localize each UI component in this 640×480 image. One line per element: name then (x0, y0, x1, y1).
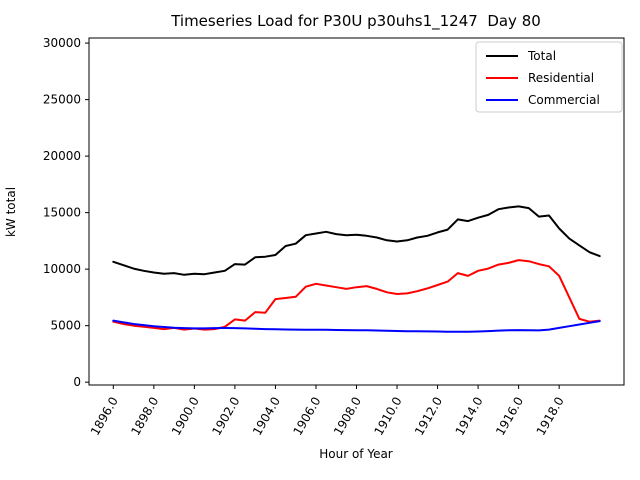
y-tick-label: 30000 (43, 36, 81, 50)
x-tick-label: 1904.0 (250, 395, 283, 438)
x-tick-label: 1908.0 (331, 395, 364, 438)
legend-label-commercial: Commercial (528, 93, 600, 107)
x-axis-label: Hour of Year (319, 447, 393, 461)
x-tick-label: 1918.0 (534, 395, 567, 438)
y-tick-label: 0 (73, 375, 81, 389)
x-tick-label: 1906.0 (290, 395, 323, 438)
series-line-commercial (112, 319, 601, 333)
x-tick-label: 1898.0 (128, 395, 161, 438)
legend (475, 41, 623, 113)
y-tick-label: 25000 (43, 93, 81, 107)
y-tick-label: 15000 (43, 206, 81, 220)
x-tick-label: 1912.0 (412, 395, 445, 438)
x-tick-label: 1910.0 (372, 395, 405, 438)
x-tick-label: 1896.0 (88, 395, 121, 438)
y-tick-label: 5000 (50, 319, 81, 333)
series-line-total (112, 205, 601, 276)
x-tick-label: 1902.0 (209, 395, 242, 438)
y-tick-label: 20000 (43, 149, 81, 163)
legend-label-total: Total (527, 49, 556, 63)
legend-label-residential: Residential (528, 71, 594, 85)
x-tick-label: 1916.0 (493, 395, 526, 438)
y-tick-label: 10000 (43, 262, 81, 276)
chart-title: Timeseries Load for P30U p30uhs1_1247 Da… (170, 12, 541, 31)
x-tick-label: 1914.0 (453, 395, 486, 438)
x-tick-label: 1900.0 (169, 395, 202, 438)
y-axis-label: kW total (4, 187, 18, 237)
